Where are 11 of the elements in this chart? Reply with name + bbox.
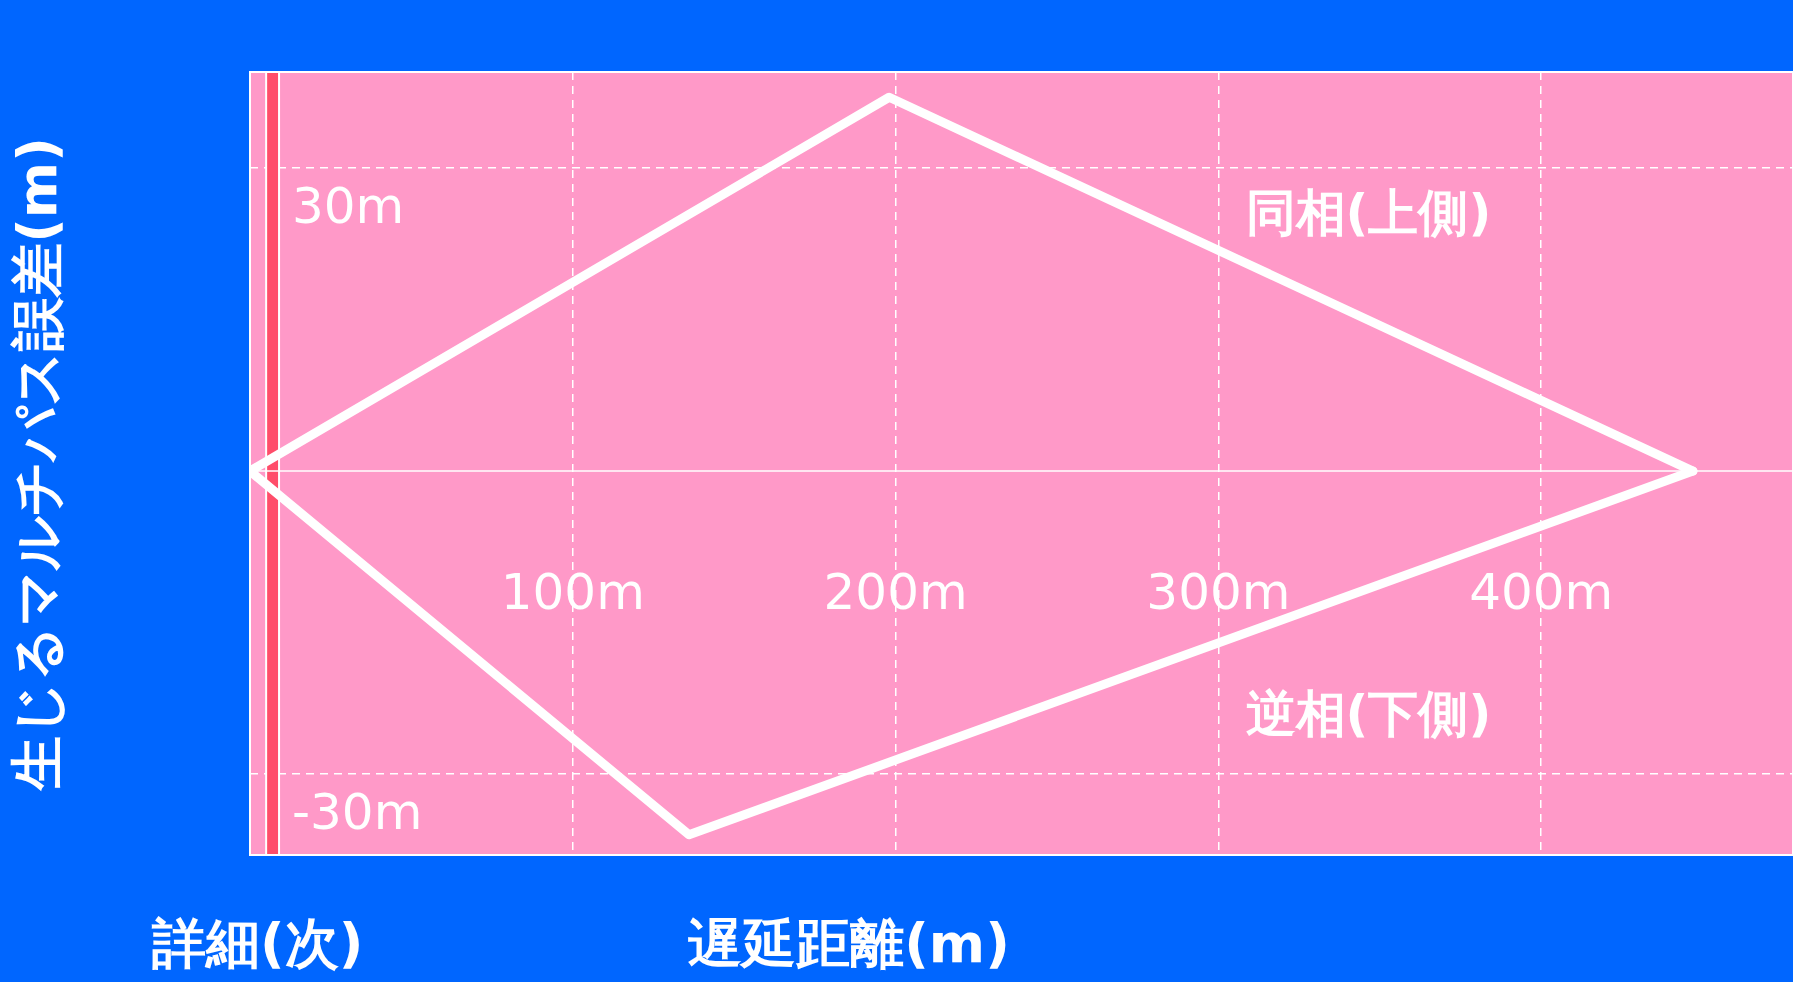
y-tick-label: -30m bbox=[292, 783, 423, 842]
text: 詳細(次) bbox=[151, 912, 364, 976]
x-tick-label: 300m bbox=[1146, 563, 1291, 622]
y-axis-title: 生じるマルチパス誤差(m) bbox=[6, 137, 70, 792]
series-label: 逆相(下側) bbox=[1245, 685, 1492, 744]
series-label: 同相(上側) bbox=[1245, 183, 1492, 242]
y-tick-label: 30m bbox=[292, 176, 405, 235]
x-tick-label: 100m bbox=[500, 563, 645, 622]
x-axis-title: 遅延距離(m) bbox=[687, 912, 1010, 976]
x-tick-label: 200m bbox=[823, 563, 968, 622]
x-tick-label: 400m bbox=[1469, 563, 1614, 622]
